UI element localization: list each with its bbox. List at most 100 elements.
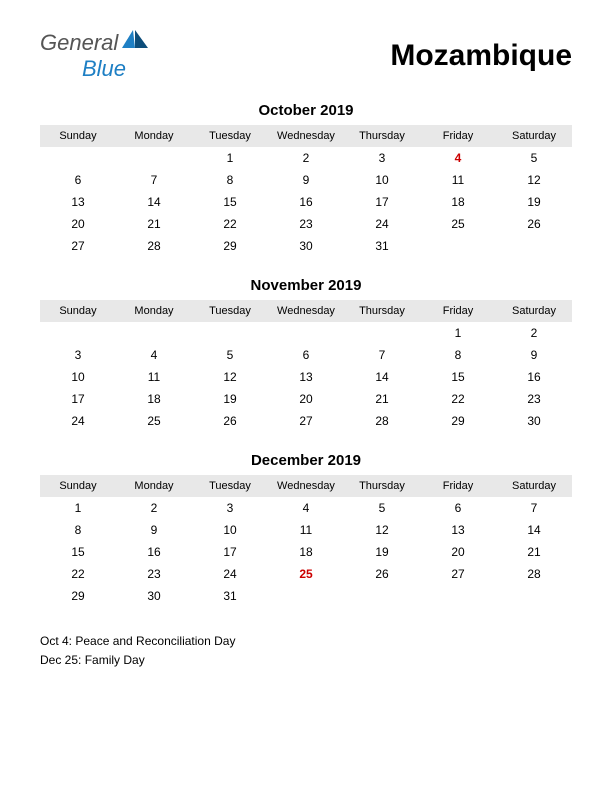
- day-cell: 16: [496, 366, 572, 388]
- table-row: 20212223242526: [40, 213, 572, 235]
- holiday-note: Dec 25: Family Day: [40, 651, 572, 670]
- day-cell: [40, 322, 116, 344]
- day-header: Saturday: [496, 475, 572, 497]
- logo-general-text: General: [40, 30, 118, 56]
- logo-shape-icon: [122, 30, 148, 53]
- day-cell: 14: [116, 191, 192, 213]
- day-cell: 26: [496, 213, 572, 235]
- day-cell: 10: [344, 169, 420, 191]
- day-cell: 3: [40, 344, 116, 366]
- day-cell: 22: [40, 563, 116, 585]
- day-header: Saturday: [496, 300, 572, 322]
- day-cell: 23: [116, 563, 192, 585]
- table-row: 12: [40, 322, 572, 344]
- day-cell: 2: [496, 322, 572, 344]
- country-title: Mozambique: [390, 39, 572, 73]
- table-row: 1234567: [40, 497, 572, 519]
- day-cell: 7: [344, 344, 420, 366]
- table-row: 6789101112: [40, 169, 572, 191]
- day-cell: 4: [420, 147, 496, 169]
- day-cell: 13: [268, 366, 344, 388]
- day-cell: [116, 322, 192, 344]
- day-header: Thursday: [344, 125, 420, 147]
- day-cell: 20: [40, 213, 116, 235]
- day-cell: 20: [268, 388, 344, 410]
- month-title: December 2019: [40, 452, 572, 469]
- day-cell: 7: [496, 497, 572, 519]
- day-cell: 10: [40, 366, 116, 388]
- day-cell: 29: [192, 235, 268, 257]
- day-header: Monday: [116, 125, 192, 147]
- day-header: Wednesday: [268, 125, 344, 147]
- day-cell: 28: [116, 235, 192, 257]
- day-cell: 17: [192, 541, 268, 563]
- day-cell: [344, 322, 420, 344]
- day-cell: 14: [344, 366, 420, 388]
- day-cell: [420, 235, 496, 257]
- day-cell: 25: [268, 563, 344, 585]
- day-header: Saturday: [496, 125, 572, 147]
- day-cell: 1: [40, 497, 116, 519]
- day-cell: 6: [420, 497, 496, 519]
- day-header: Friday: [420, 300, 496, 322]
- day-cell: 30: [268, 235, 344, 257]
- day-header: Thursday: [344, 475, 420, 497]
- day-header: Thursday: [344, 300, 420, 322]
- day-cell: 29: [40, 585, 116, 607]
- day-cell: 26: [344, 563, 420, 585]
- day-cell: 8: [40, 519, 116, 541]
- table-row: 15161718192021: [40, 541, 572, 563]
- table-row: 13141516171819: [40, 191, 572, 213]
- day-cell: 27: [40, 235, 116, 257]
- day-cell: 17: [40, 388, 116, 410]
- day-cell: 28: [344, 410, 420, 432]
- holiday-note: Oct 4: Peace and Reconciliation Day: [40, 632, 572, 651]
- header: GeneralBlue Mozambique: [40, 30, 572, 82]
- month-title: October 2019: [40, 102, 572, 119]
- day-header: Wednesday: [268, 300, 344, 322]
- table-row: 293031: [40, 585, 572, 607]
- day-cell: [40, 147, 116, 169]
- calendar-block: November 2019SundayMondayTuesdayWednesda…: [40, 277, 572, 432]
- day-cell: 23: [268, 213, 344, 235]
- day-cell: 2: [268, 147, 344, 169]
- day-cell: [496, 235, 572, 257]
- calendar-table: SundayMondayTuesdayWednesdayThursdayFrid…: [40, 125, 572, 257]
- calendar-table: SundayMondayTuesdayWednesdayThursdayFrid…: [40, 300, 572, 432]
- day-header: Monday: [116, 300, 192, 322]
- day-header: Tuesday: [192, 125, 268, 147]
- day-cell: 5: [192, 344, 268, 366]
- day-cell: 8: [192, 169, 268, 191]
- day-cell: 18: [116, 388, 192, 410]
- day-cell: 18: [268, 541, 344, 563]
- day-cell: 21: [116, 213, 192, 235]
- table-row: 3456789: [40, 344, 572, 366]
- day-cell: 2: [116, 497, 192, 519]
- day-cell: 6: [40, 169, 116, 191]
- day-cell: 12: [496, 169, 572, 191]
- day-cell: 1: [192, 147, 268, 169]
- day-cell: 27: [420, 563, 496, 585]
- day-header: Monday: [116, 475, 192, 497]
- day-cell: 29: [420, 410, 496, 432]
- calendar-table: SundayMondayTuesdayWednesdayThursdayFrid…: [40, 475, 572, 607]
- day-cell: [420, 585, 496, 607]
- day-cell: [344, 585, 420, 607]
- table-row: 17181920212223: [40, 388, 572, 410]
- day-cell: 16: [268, 191, 344, 213]
- calendar-block: December 2019 SundayMondayTuesdayWednesda…: [40, 452, 572, 607]
- day-cell: 3: [192, 497, 268, 519]
- day-cell: 9: [116, 519, 192, 541]
- day-cell: 16: [116, 541, 192, 563]
- day-cell: 18: [420, 191, 496, 213]
- day-header: Sunday: [40, 475, 116, 497]
- day-cell: 11: [268, 519, 344, 541]
- day-cell: 15: [420, 366, 496, 388]
- day-header: Tuesday: [192, 475, 268, 497]
- day-header: Sunday: [40, 125, 116, 147]
- day-cell: 9: [268, 169, 344, 191]
- day-cell: 22: [192, 213, 268, 235]
- day-cell: 26: [192, 410, 268, 432]
- day-header: Friday: [420, 475, 496, 497]
- day-cell: 17: [344, 191, 420, 213]
